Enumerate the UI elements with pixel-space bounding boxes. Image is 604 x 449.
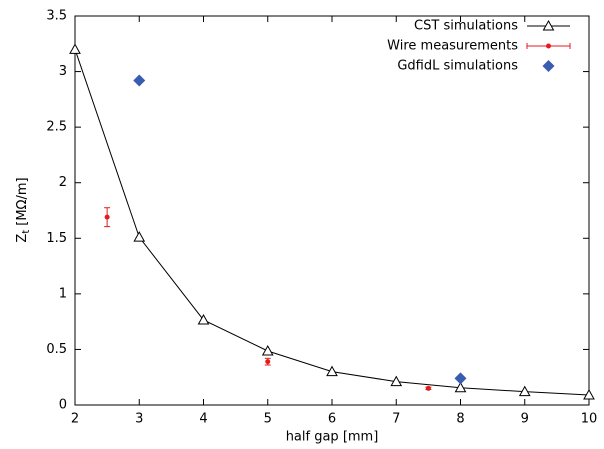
legend-label: Wire measurements	[387, 39, 518, 54]
marker	[454, 381, 467, 393]
marker	[104, 214, 110, 220]
x-tick-label: 4	[199, 412, 207, 427]
y-label-main: Z	[15, 234, 30, 243]
y-tick-label: 3	[59, 64, 67, 79]
y-tick-label: 0	[59, 398, 67, 413]
series-line	[74, 49, 590, 396]
x-tick-label: 10	[581, 412, 598, 427]
legend-marker	[542, 60, 555, 72]
marker	[390, 375, 403, 387]
y-tick-label: 1.5	[46, 231, 67, 246]
legend-marker	[546, 43, 551, 49]
x-tick-label: 9	[521, 412, 529, 427]
y-label-sub: t	[21, 230, 32, 234]
y-label-unit: [MΩ/m]	[15, 177, 30, 225]
x-tick-label: 7	[392, 412, 400, 427]
marker	[133, 231, 146, 242]
legend-label: GdfidL simulations	[397, 59, 518, 74]
x-tick-label: 6	[328, 412, 336, 427]
y-tick-label: 1	[59, 286, 67, 301]
marker	[583, 388, 595, 400]
marker	[518, 385, 531, 397]
y-tick-label: 2	[59, 175, 67, 190]
marker	[326, 365, 338, 377]
x-axis-label: half gap [mm]	[286, 430, 379, 445]
marker	[454, 372, 467, 385]
marker	[197, 313, 210, 325]
marker	[133, 74, 146, 87]
x-tick-label: 3	[135, 412, 143, 427]
x-tick-label: 5	[264, 412, 272, 427]
y-tick-label: 2.5	[46, 120, 67, 135]
legend-label: CST simulations	[414, 19, 518, 34]
x-tick-label: 8	[456, 412, 464, 427]
legend-marker	[542, 19, 555, 31]
y-tick-label: 0.5	[46, 342, 67, 357]
marker	[69, 43, 81, 54]
x-tick-label: 2	[71, 412, 79, 427]
y-tick-label: 3.5	[46, 9, 67, 24]
plot-frame	[74, 15, 590, 406]
y-axis-label: Zt [MΩ/m]	[15, 177, 33, 242]
marker	[265, 359, 271, 365]
marker	[261, 344, 274, 356]
marker	[425, 385, 431, 391]
